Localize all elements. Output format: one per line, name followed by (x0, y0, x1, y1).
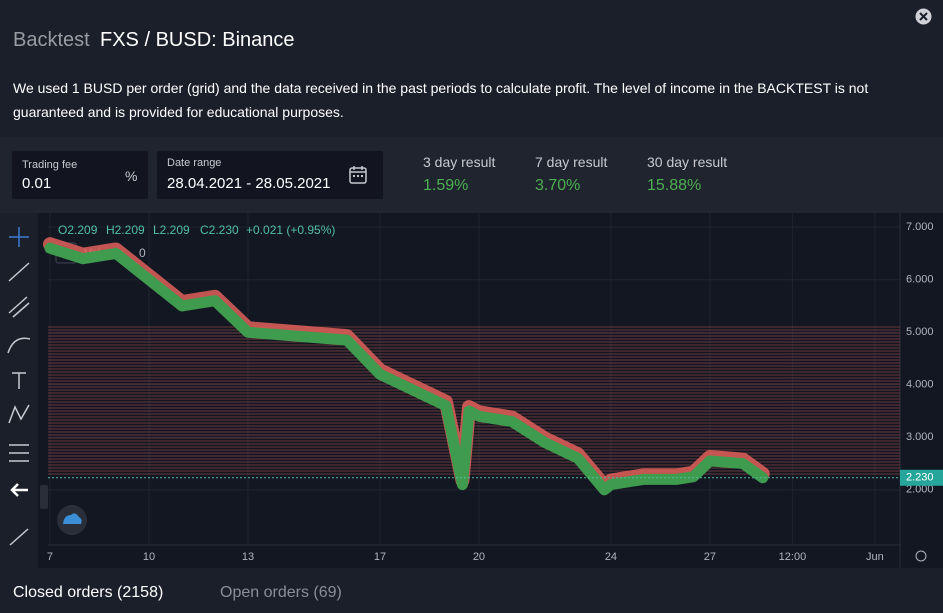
close-button[interactable] (915, 8, 932, 25)
toolbar-icons (7, 227, 31, 546)
result-value: 3.70% (535, 177, 581, 194)
y-tick-label: 5.000 (906, 326, 934, 338)
result-value: 1.59% (423, 177, 469, 194)
settings-panel: Trading fee 0.01 % Date range 28.04.2021… (0, 137, 943, 213)
collapse-toggle[interactable] (40, 485, 48, 509)
y-tick-label: 7.000 (906, 221, 934, 233)
field-unit: % (125, 168, 138, 184)
tab[interactable]: Closed orders (2158) (13, 584, 164, 601)
x-tick-label: Jun (866, 551, 884, 563)
x-tick-label: 10 (143, 551, 155, 563)
x-tick-label: 27 (704, 551, 716, 563)
x-tick-label: 13 (242, 551, 254, 563)
tabs: Closed orders (2158) Open orders (69) (0, 568, 943, 613)
tab[interactable]: Open orders (69) (220, 584, 342, 601)
result-value: 15.88% (647, 177, 702, 194)
x-tick-label: 20 (473, 551, 485, 563)
field-value: 0.01 (22, 175, 52, 192)
header: Backtest FXS / BUSD: Binance We used 1 B… (0, 0, 943, 137)
y-tick-label: 3.000 (906, 431, 934, 443)
last-price-label: 2.230 (906, 472, 934, 484)
toolbar (0, 213, 38, 568)
price-line (44, 242, 769, 496)
result-label: 7 day result (535, 154, 608, 170)
y-tick-label: 6.000 (906, 274, 934, 286)
chart: O2.209 H2.209 L2.209 C2.230 +0.021 (+0.9… (0, 213, 943, 568)
settings-icon[interactable] (915, 550, 927, 562)
x-tick-label: 24 (605, 551, 617, 563)
header-title: FXS / BUSD: Binance (100, 29, 295, 51)
x-tick-label: 12:00 (779, 551, 807, 563)
x-tick-label: 17 (374, 551, 386, 563)
legend-low: L2.209 (153, 223, 190, 237)
legend-change: +0.021 (+0.95%) (246, 223, 335, 237)
field-label: Date range (167, 157, 222, 169)
chart-bg (0, 213, 943, 568)
field-label: Trading fee (22, 159, 78, 171)
x-tick-label: 7 (47, 551, 53, 563)
last-price-box (900, 469, 943, 486)
y-tick-label: 2.000 (906, 484, 934, 496)
legend-high: H2.209 (106, 223, 145, 237)
result-label: 30 day result (647, 154, 728, 170)
legend-close: C2.230 (200, 223, 239, 237)
header-label: Backtest (13, 29, 90, 51)
field-value: 28.04.2021 - 28.05.2021 (167, 175, 331, 192)
volume-value: 0 (139, 246, 146, 260)
legend-open: O2.209 (58, 223, 98, 237)
result-label: 3 day result (423, 154, 496, 170)
description: We used 1 BUSD per order (grid) and the … (13, 80, 869, 120)
fee-field[interactable]: Trading fee 0.01 % (12, 151, 148, 199)
range-field[interactable]: Date range 28.04.2021 - 28.05.2021 (157, 151, 383, 199)
y-tick-label: 4.000 (906, 379, 934, 391)
calendar-icon (349, 166, 367, 184)
